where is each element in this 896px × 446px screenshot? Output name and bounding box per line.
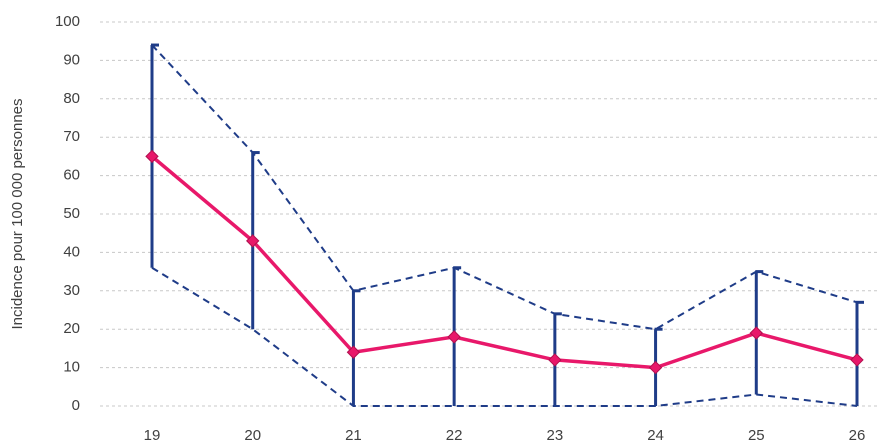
y-tick-label: 80 [63,90,80,107]
x-tick-label: 21 [345,427,362,444]
x-tick-label: 23 [547,427,564,444]
y-tick-label: 0 [72,397,80,414]
y-tick-label: 10 [63,359,80,376]
x-tick-label: 26 [849,427,866,444]
y-tick-label: 70 [63,128,80,145]
interval-line [151,44,858,331]
interval-line [151,266,858,407]
y-tick-label: 100 [55,13,80,30]
marker [850,353,864,367]
marker [548,353,562,367]
y-axis-label: Incidence pour 100 000 personnes [9,98,26,329]
x-tick-label: 20 [244,427,261,444]
y-tick-label: 60 [63,167,80,184]
y-tick-label: 20 [63,320,80,337]
x-tick-label: 19 [144,427,161,444]
marker [246,234,260,248]
marker [749,326,763,340]
marker [145,149,159,164]
y-tick-label: 90 [63,51,80,68]
x-tick-label: 24 [647,427,664,444]
marker [648,360,663,375]
x-tick-label: 25 [748,427,765,444]
y-tick-label: 30 [63,282,80,299]
y-tick-label: 40 [63,243,80,260]
x-tick-label: 22 [446,427,463,444]
y-tick-label: 50 [63,205,80,222]
marker [447,330,461,344]
marker [346,345,361,359]
line [150,155,858,370]
